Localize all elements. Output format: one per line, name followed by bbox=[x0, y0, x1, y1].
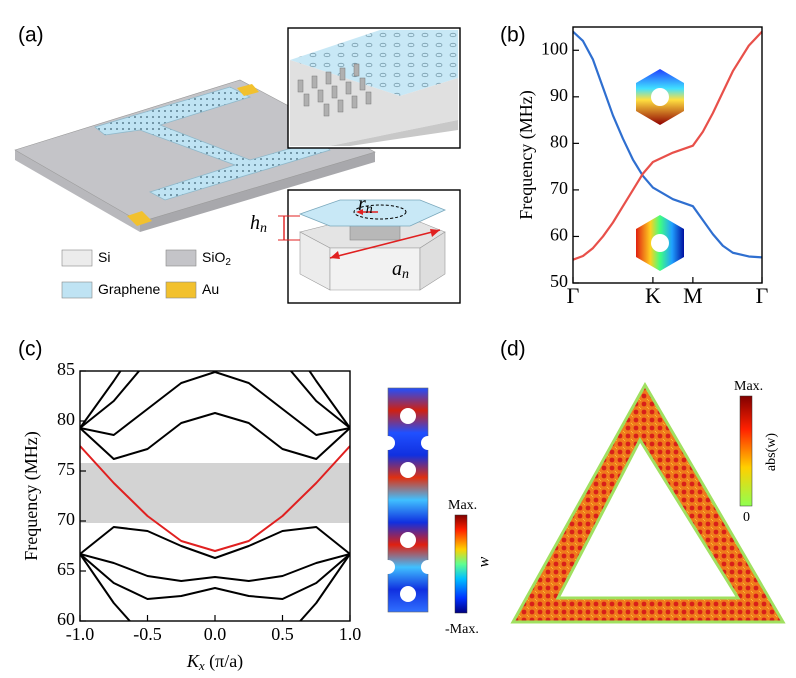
series-line bbox=[573, 30, 762, 259]
mode-hole bbox=[651, 234, 669, 252]
y-tick-label: 70 bbox=[550, 178, 568, 198]
x-tick-label: M bbox=[683, 283, 703, 308]
y-tick-label: 75 bbox=[57, 459, 75, 479]
colorbar-min: -Max. bbox=[445, 622, 479, 637]
triangle-map bbox=[510, 381, 786, 624]
colorbar-min: 0 bbox=[743, 510, 750, 525]
x-tick-label: -1.0 bbox=[66, 624, 95, 644]
legend: Si SiO2 Graphene Au bbox=[61, 249, 231, 299]
series-line bbox=[80, 445, 350, 552]
series-line bbox=[80, 371, 350, 429]
panel-label: (b) bbox=[500, 24, 526, 47]
legend-swatch bbox=[61, 281, 93, 299]
legend-text: Au bbox=[202, 281, 219, 297]
y-tick-label: 50 bbox=[550, 271, 568, 291]
colorbar-max: Max. bbox=[448, 498, 477, 513]
mode-hole bbox=[651, 88, 669, 106]
legend-label: SiO2 bbox=[202, 249, 231, 268]
x-tick-label: 0.5 bbox=[271, 624, 294, 644]
legend-swatch bbox=[61, 249, 93, 267]
x-tick-label: Γ bbox=[567, 283, 580, 308]
legend-label: Graphene bbox=[98, 281, 160, 297]
y-axis-label: Frequency (MHz) bbox=[516, 90, 537, 219]
series-line bbox=[80, 412, 350, 460]
colorbar bbox=[454, 514, 468, 614]
y-tick-label: 65 bbox=[57, 559, 75, 579]
y-tick-label: 80 bbox=[57, 409, 75, 429]
colorbar-label: abs(w) bbox=[764, 433, 779, 471]
colorbar-max: Max. bbox=[734, 379, 763, 394]
legend-swatch bbox=[165, 249, 197, 267]
inset-cell bbox=[278, 189, 461, 304]
x-tick-label: -0.5 bbox=[133, 624, 162, 644]
x-label-symbol: K bbox=[186, 651, 200, 671]
y-tick-label: 90 bbox=[550, 85, 568, 105]
symbol: an bbox=[392, 258, 409, 283]
y-axis-label: Frequency (MHz) bbox=[21, 431, 42, 560]
series-line bbox=[80, 553, 350, 621]
legend-swatch bbox=[165, 281, 197, 299]
legend-label: Au bbox=[202, 281, 219, 297]
band-gap bbox=[80, 463, 350, 523]
x-tick-label: Γ bbox=[756, 283, 769, 308]
legend-subscript: 2 bbox=[225, 257, 231, 268]
plot-frame bbox=[572, 26, 763, 284]
series-line bbox=[80, 553, 350, 600]
colorbar-label: w bbox=[476, 556, 493, 567]
field-holes bbox=[381, 408, 435, 602]
y-tick-label: 100 bbox=[541, 38, 568, 58]
x-axis-label: Kx (π/a) bbox=[186, 651, 243, 673]
colorbar bbox=[739, 395, 753, 507]
inset-top bbox=[287, 27, 461, 149]
y-tick-label: 70 bbox=[57, 509, 75, 529]
symbol: rn bbox=[358, 193, 373, 218]
x-tick-label: K bbox=[645, 283, 661, 308]
y-tick-label: 85 bbox=[57, 359, 75, 379]
x-label-subscript: x bbox=[198, 658, 205, 673]
panel-label: (d) bbox=[500, 338, 526, 361]
y-tick-label: 60 bbox=[57, 609, 75, 629]
legend-text: SiO bbox=[202, 249, 225, 265]
x-label-unit: (π/a) bbox=[209, 651, 243, 672]
panel-label: (c) bbox=[18, 338, 43, 361]
series-line bbox=[80, 553, 350, 582]
series-line bbox=[80, 371, 350, 436]
series-line bbox=[80, 526, 350, 559]
y-tick-label: 80 bbox=[550, 131, 568, 151]
field-map bbox=[387, 387, 429, 613]
x-tick-label: 0.0 bbox=[204, 624, 227, 644]
panel-label: (a) bbox=[18, 24, 44, 47]
y-tick-label: 60 bbox=[550, 225, 568, 245]
device bbox=[14, 79, 376, 232]
symbol: hn bbox=[250, 212, 267, 237]
x-tick-label: 1.0 bbox=[339, 624, 362, 644]
legend-text: Graphene bbox=[98, 281, 160, 297]
legend-label: Si bbox=[98, 249, 110, 265]
legend-text: Si bbox=[98, 249, 110, 265]
series-line bbox=[573, 30, 762, 261]
